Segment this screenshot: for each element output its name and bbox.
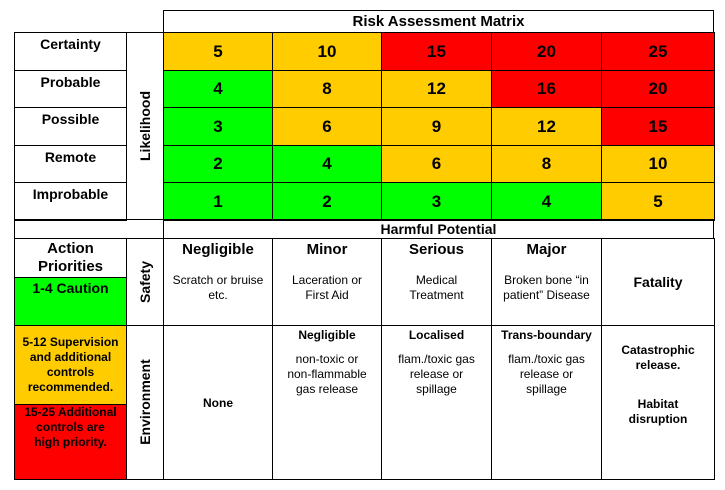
safety-cell: Negligible Scratch or bruise etc. [163, 238, 273, 326]
safety-cell: Major Broken bone “in patient” Disease [491, 238, 602, 326]
matrix-cell: 3 [381, 182, 492, 221]
matrix-cell: 15 [601, 107, 715, 146]
environment-header: Catastrophic release. [621, 343, 695, 372]
matrix-cell: 8 [491, 145, 602, 183]
matrix-cell: 1 [163, 182, 273, 221]
environment-header: Localised [408, 328, 465, 342]
safety-desc: Fatality [633, 274, 683, 290]
safety-cell: Fatality [601, 238, 715, 326]
environment-desc: flam./toxic gas release or spillage [398, 352, 475, 396]
likelihood-label: Likelihood [137, 91, 153, 161]
high-priority-cell: 15-25 Additional controls are high prior… [14, 404, 127, 480]
matrix-cell: 12 [381, 70, 492, 108]
safety-label: Safety [137, 260, 153, 304]
environment-desc: flam./toxic gas release or spillage [508, 352, 585, 396]
matrix-cell: 4 [163, 70, 273, 108]
matrix-cell: 20 [601, 70, 715, 108]
likelihood-row-label: Certainty [14, 32, 127, 71]
matrix-cell: 4 [272, 145, 382, 183]
environment-header: Trans-boundary [501, 328, 592, 342]
safety-desc: Laceration or First Aid [291, 273, 363, 302]
matrix-cell: 9 [381, 107, 492, 146]
blank-cell [14, 219, 164, 239]
safety-desc: Scratch or bruise etc. [172, 273, 264, 302]
safety-desc: Medical Treatment [409, 273, 464, 302]
harmful-potential-label: Harmful Potential [163, 219, 714, 239]
environment-cell: Localised flam./toxic gas release or spil… [381, 325, 492, 480]
environment-cell: Trans-boundary flam./toxic gas release or… [491, 325, 602, 480]
matrix-cell: 6 [272, 107, 382, 146]
safety-cell: Minor Laceration or First Aid [272, 238, 382, 326]
likelihood-row-label: Remote [14, 145, 127, 183]
action-priorities-title: Action Priorities [14, 238, 127, 278]
safety-desc: Broken bone “in patient” Disease [503, 273, 590, 302]
matrix-title: Risk Assessment Matrix [163, 10, 714, 33]
matrix-cell: 4 [491, 182, 602, 221]
safety-header: Major [526, 241, 567, 258]
matrix-cell: 5 [163, 32, 273, 71]
environment-desc: non-toxic or non-flammable gas release [287, 352, 367, 396]
matrix-cell: 2 [272, 182, 382, 221]
likelihood-row-label: Probable [14, 70, 127, 108]
matrix-cell: 25 [601, 32, 715, 71]
environment-label: Environment [137, 359, 153, 445]
matrix-cell: 5 [601, 182, 715, 221]
matrix-cell: 20 [491, 32, 602, 71]
matrix-cell: 3 [163, 107, 273, 146]
action-priorities-text: Action Priorities [37, 240, 104, 275]
safety-header: Serious [408, 241, 465, 258]
safety-cell: Serious Medical Treatment [381, 238, 492, 326]
matrix-cell: 16 [491, 70, 602, 108]
matrix-cell: 12 [491, 107, 602, 146]
matrix-cell: 2 [163, 145, 273, 183]
safety-header: Negligible [182, 241, 254, 258]
matrix-cell: 10 [601, 145, 715, 183]
environment-cell: None [163, 325, 273, 480]
matrix-cell: 6 [381, 145, 492, 183]
matrix-cell: 8 [272, 70, 382, 108]
environment-desc: None [203, 395, 233, 410]
caution-cell: 1-4 Caution [14, 277, 127, 326]
environment-header: Negligible [298, 328, 356, 342]
environment-cell: Catastrophic release. Habitat disruption [601, 325, 715, 480]
matrix-cell: 15 [381, 32, 492, 71]
safety-header: Minor [306, 241, 348, 258]
environment-desc: Habitat disruption [628, 397, 688, 426]
environment-cell: Negligible non-toxic or non-flammable gas… [272, 325, 382, 480]
supervision-cell: 5-12 Supervision and additional controls… [14, 325, 127, 405]
likelihood-row-label: Improbable [14, 182, 127, 221]
likelihood-row-label: Possible [14, 107, 127, 146]
matrix-cell: 10 [272, 32, 382, 71]
